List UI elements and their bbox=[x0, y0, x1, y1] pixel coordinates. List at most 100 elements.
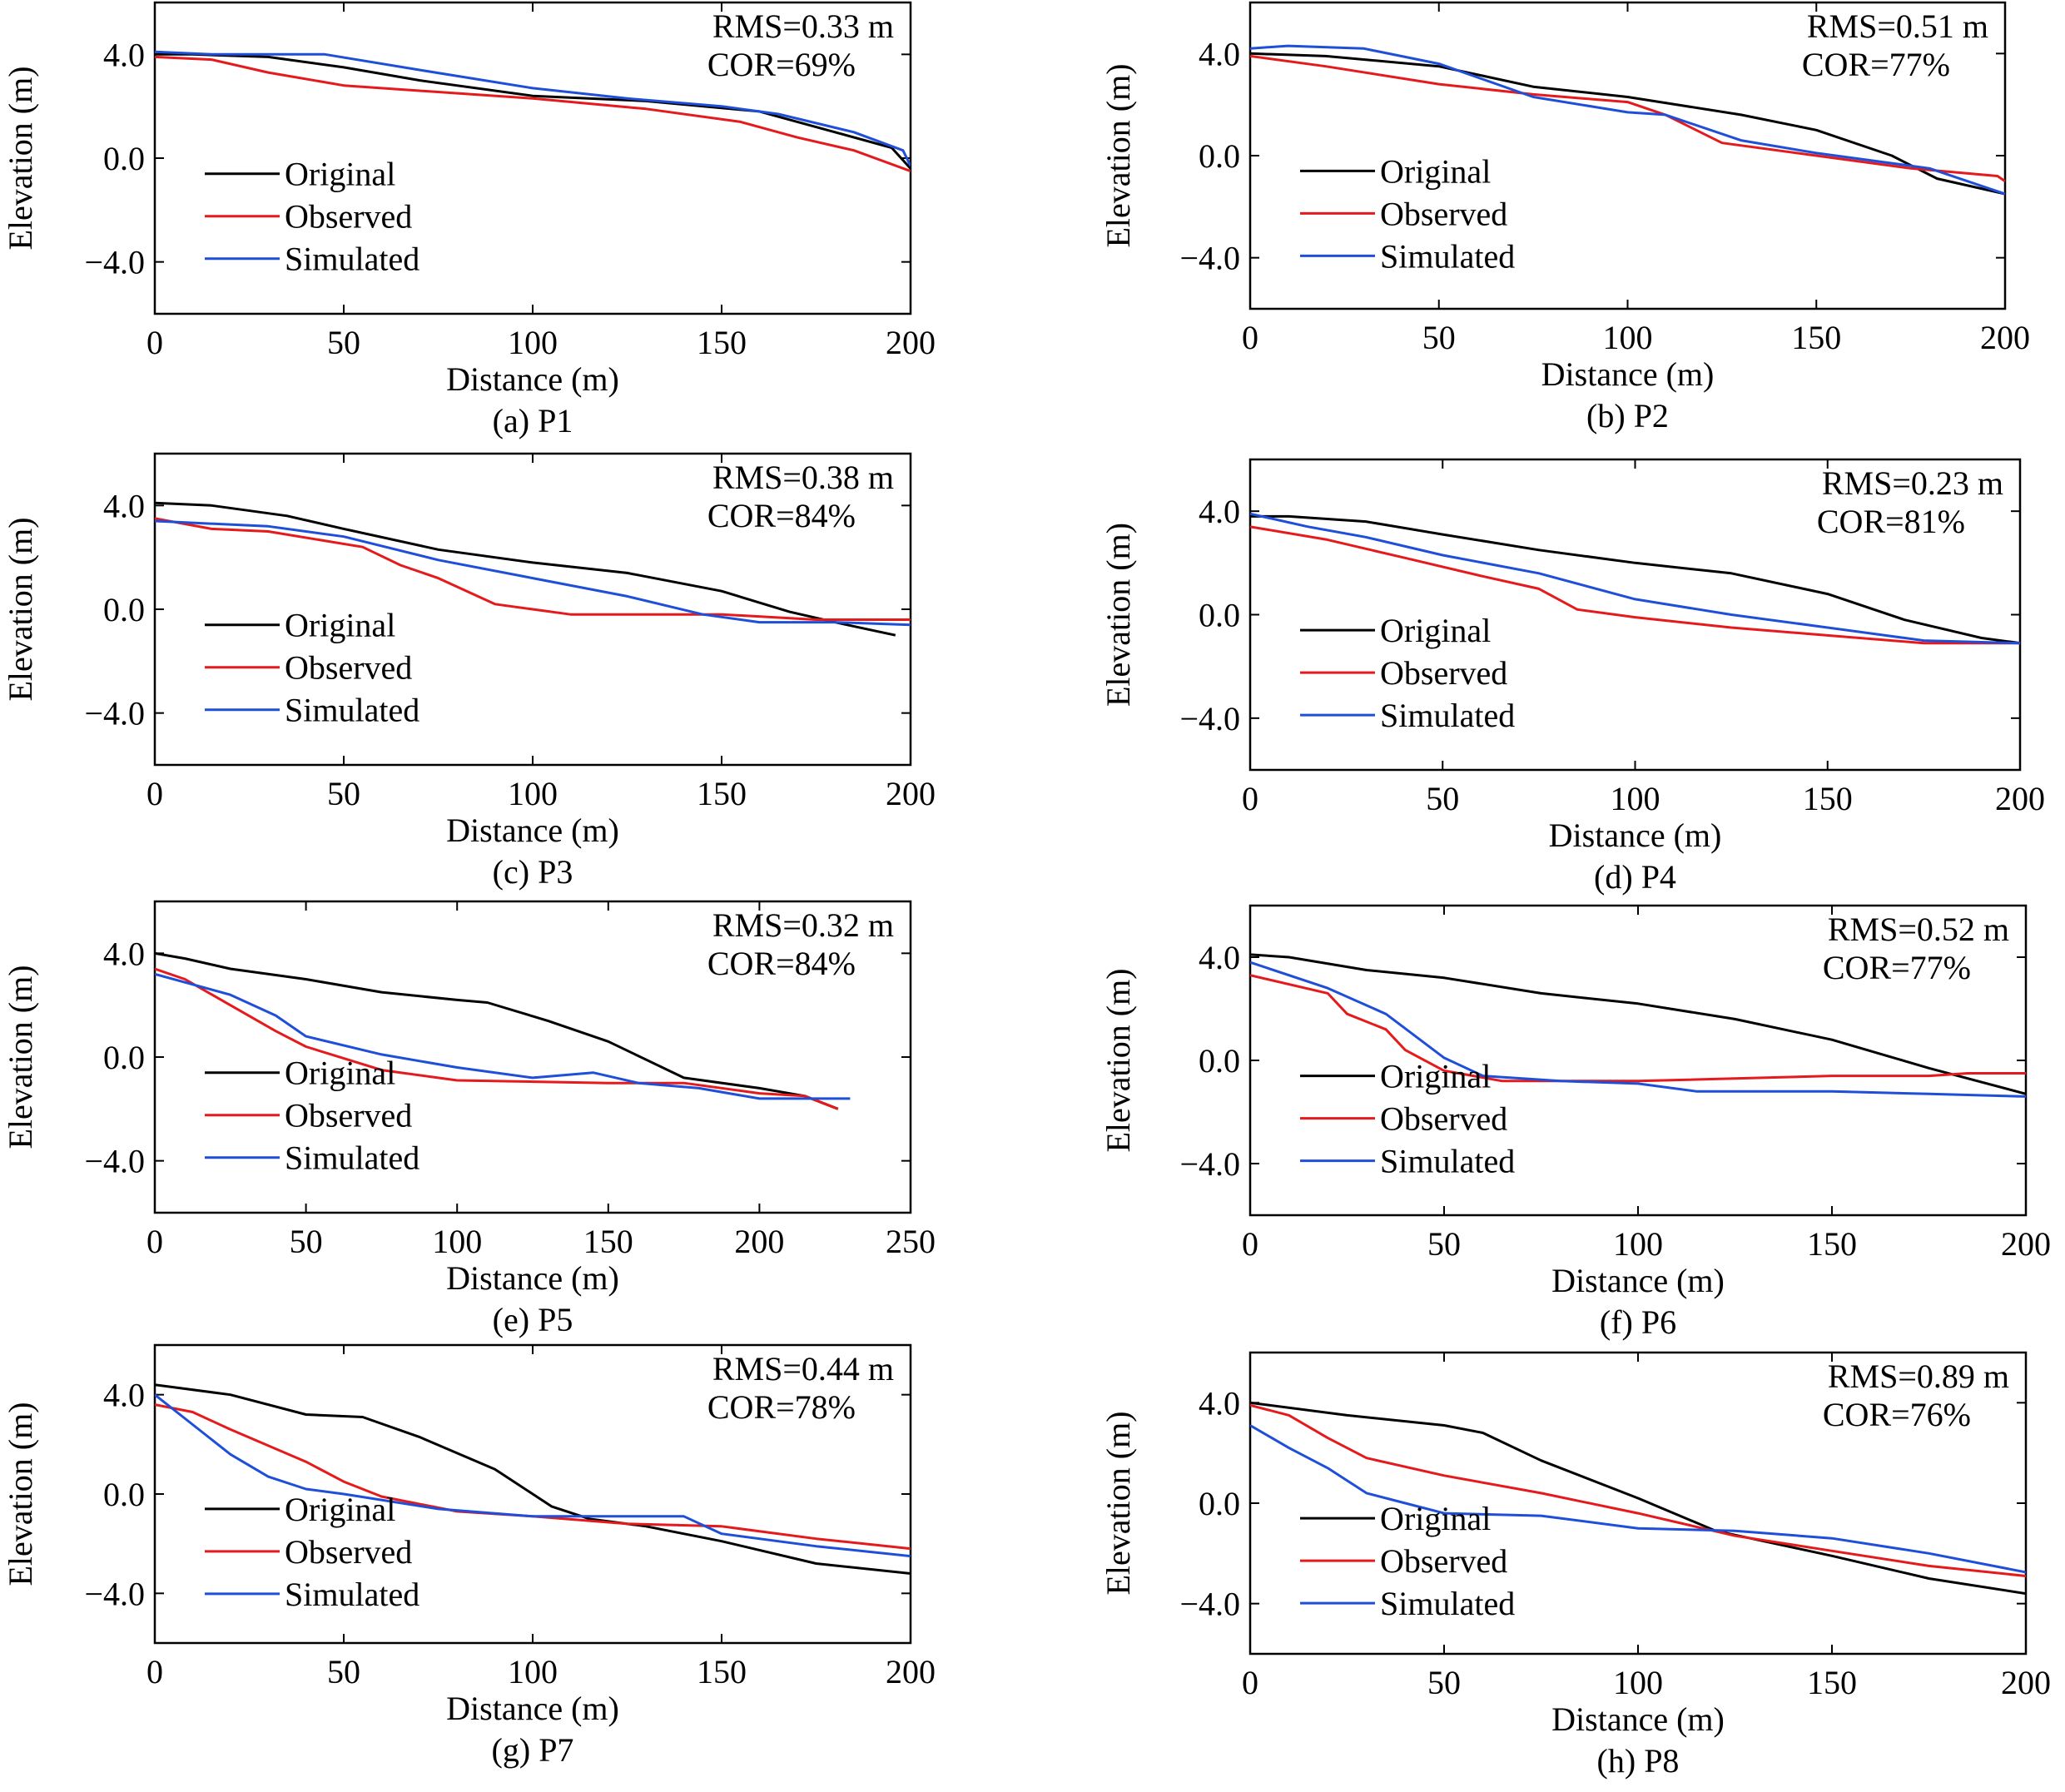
series-line-original bbox=[155, 501, 896, 637]
legend-label-original: Original bbox=[285, 156, 395, 193]
y-tick-label: −4.0 bbox=[84, 1575, 145, 1612]
y-tick-label: 0.0 bbox=[1199, 597, 1240, 634]
legend-label-simulated: Simulated bbox=[285, 1576, 419, 1613]
x-tick-label: 0 bbox=[1242, 319, 1258, 356]
legend-label-original: Original bbox=[1380, 612, 1491, 649]
x-tick-label: 50 bbox=[327, 1653, 360, 1690]
y-tick-label: −4.0 bbox=[1179, 1586, 1240, 1623]
x-tick-label: 50 bbox=[1427, 1664, 1461, 1701]
chart-panel-3: 0 50 100 150 200 4.0 0.0 −4.0 Distance (m) Elevat… bbox=[2, 452, 936, 891]
series-line-simulated bbox=[155, 1393, 911, 1558]
x-axis-label: Distance (m) bbox=[446, 1259, 619, 1297]
chart-panel-4: 0 50 100 150 200 4.0 0.0 −4.0 Distance (m) Elevat… bbox=[1100, 458, 2045, 896]
series-line-original bbox=[155, 951, 839, 1110]
x-tick-label: 150 bbox=[697, 775, 747, 812]
x-tick-label: 200 bbox=[2001, 1225, 2051, 1263]
y-axis-label: Elevation (m) bbox=[1100, 63, 1137, 247]
chart-panel-7: 0 50 100 150 200 4.0 0.0 −4.0 Distance (m) Elevat… bbox=[2, 1343, 936, 1769]
legend-label-simulated: Simulated bbox=[285, 241, 419, 278]
panel-caption: (a) P1 bbox=[493, 402, 573, 439]
y-tick-label: −4.0 bbox=[1179, 240, 1240, 277]
rms-annotation: RMS=0.44 m bbox=[712, 1350, 894, 1387]
legend-label-observed: Observed bbox=[285, 1533, 412, 1571]
series-group bbox=[155, 1383, 911, 1575]
rms-annotation: RMS=0.89 m bbox=[1828, 1358, 2009, 1395]
series-line-simulated bbox=[155, 519, 911, 627]
legend-label-observed: Observed bbox=[1380, 1100, 1507, 1138]
series-group bbox=[155, 50, 911, 173]
x-tick-label: 150 bbox=[697, 1653, 747, 1690]
series-line-original bbox=[1250, 1401, 2026, 1596]
cor-annotation: COR=78% bbox=[707, 1388, 856, 1426]
chart-panel-6: 0 50 100 150 200 4.0 0.0 −4.0 Distance (m) Elevat… bbox=[1100, 904, 2051, 1341]
cor-annotation: COR=77% bbox=[1823, 949, 1971, 986]
y-tick-label: 0.0 bbox=[1199, 1042, 1240, 1080]
x-tick-label: 0 bbox=[146, 1653, 163, 1690]
panel-caption: (f) P6 bbox=[1600, 1303, 1676, 1341]
y-tick-label: −4.0 bbox=[1179, 1145, 1240, 1183]
rms-annotation: RMS=0.52 m bbox=[1828, 911, 2009, 948]
legend-label-simulated: Simulated bbox=[1380, 237, 1515, 275]
series-line-observed bbox=[1250, 525, 2020, 645]
y-axis-label: Elevation (m) bbox=[2, 1402, 39, 1586]
series-line-simulated bbox=[155, 972, 851, 1100]
x-tick-label: 0 bbox=[1242, 780, 1258, 817]
chart-panel-5: 0 50 100 150 200 250 4.0 0.0 −4.0 Distance (m) Ele… bbox=[2, 900, 936, 1338]
x-tick-label: 100 bbox=[1603, 319, 1653, 356]
series-line-observed bbox=[155, 55, 911, 173]
rms-annotation: RMS=0.51 m bbox=[1807, 7, 1988, 45]
chart-panel-1: 0 50 100 150 200 4.0 0.0 −4.0 Distance (m) Elevat… bbox=[2, 1, 936, 439]
cor-annotation: COR=76% bbox=[1823, 1396, 1971, 1433]
legend-label-observed: Observed bbox=[285, 649, 412, 687]
legend-label-simulated: Simulated bbox=[285, 692, 419, 729]
legend-label-original: Original bbox=[285, 1055, 395, 1092]
x-tick-label: 100 bbox=[508, 775, 558, 812]
y-tick-label: 4.0 bbox=[103, 935, 145, 972]
series-group bbox=[1250, 44, 2005, 196]
series-group bbox=[1250, 953, 2026, 1098]
legend-label-observed: Observed bbox=[285, 1097, 412, 1134]
x-tick-label: 100 bbox=[432, 1223, 482, 1260]
y-tick-label: 4.0 bbox=[103, 487, 145, 524]
x-tick-label: 100 bbox=[1613, 1225, 1663, 1263]
x-tick-label: 0 bbox=[146, 775, 163, 812]
x-tick-label: 0 bbox=[1242, 1664, 1258, 1701]
x-tick-label: 150 bbox=[583, 1223, 633, 1260]
series-line-observed bbox=[155, 517, 911, 621]
y-tick-label: 4.0 bbox=[1199, 493, 1240, 530]
series-line-original bbox=[1250, 514, 2020, 645]
y-tick-label: 0.0 bbox=[1199, 137, 1240, 175]
series-line-observed bbox=[1250, 974, 2026, 1083]
x-tick-label: 100 bbox=[1613, 1664, 1663, 1701]
legend-label-original: Original bbox=[1380, 152, 1491, 190]
x-tick-label: 250 bbox=[886, 1223, 936, 1260]
panel-caption: (b) P2 bbox=[1586, 397, 1669, 434]
x-tick-label: 0 bbox=[146, 324, 163, 361]
y-tick-label: 0.0 bbox=[103, 140, 145, 177]
legend-label-simulated: Simulated bbox=[285, 1139, 419, 1177]
series-line-observed bbox=[155, 967, 839, 1110]
series-line-observed bbox=[155, 1403, 911, 1551]
x-tick-label: 100 bbox=[508, 1653, 558, 1690]
x-tick-label: 150 bbox=[1807, 1664, 1857, 1701]
y-tick-label: −4.0 bbox=[84, 244, 145, 281]
y-tick-label: 4.0 bbox=[1199, 939, 1240, 976]
series-line-original bbox=[155, 1383, 911, 1575]
series-line-original bbox=[155, 52, 911, 170]
x-axis-label: Distance (m) bbox=[1541, 355, 1715, 393]
series-line-original bbox=[1250, 953, 2026, 1095]
series-group bbox=[155, 951, 851, 1110]
y-tick-label: 0.0 bbox=[103, 591, 145, 628]
y-axis-label: Elevation (m) bbox=[1100, 1411, 1137, 1595]
y-axis-label: Elevation (m) bbox=[2, 517, 39, 701]
cor-annotation: COR=69% bbox=[707, 46, 856, 83]
x-tick-label: 0 bbox=[146, 1223, 163, 1260]
legend-label-observed: Observed bbox=[285, 198, 412, 236]
legend-label-observed: Observed bbox=[1380, 654, 1507, 692]
x-axis-label: Distance (m) bbox=[1551, 1262, 1725, 1299]
x-tick-label: 0 bbox=[1242, 1225, 1258, 1263]
panel-caption: (d) P4 bbox=[1594, 858, 1676, 896]
cor-annotation: COR=81% bbox=[1817, 503, 1965, 540]
x-tick-label: 50 bbox=[1422, 319, 1456, 356]
